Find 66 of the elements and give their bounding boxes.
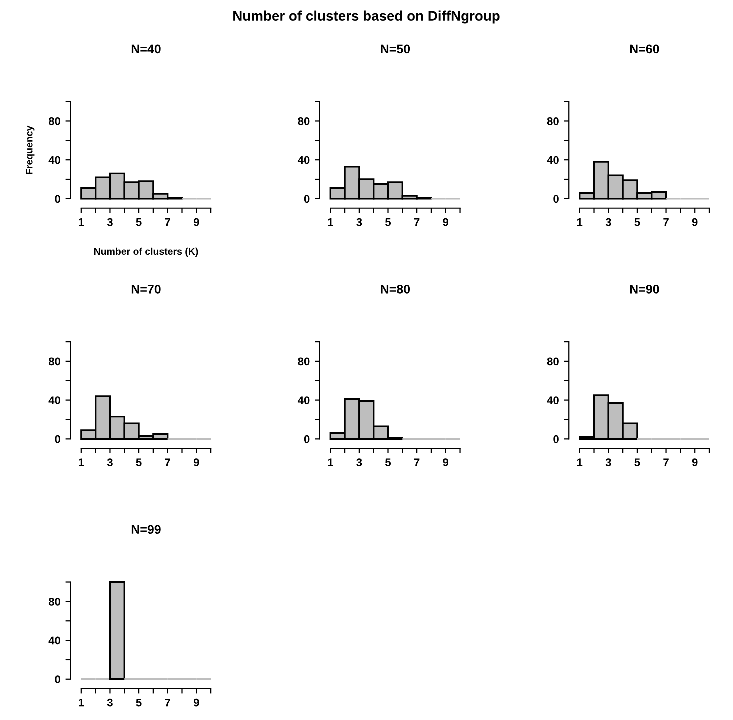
y-tick-label: 0 xyxy=(304,435,310,444)
x-tick-label: 7 xyxy=(165,458,170,466)
x-tick-label: 1 xyxy=(577,458,583,466)
y-tick-label: 80 xyxy=(547,358,559,366)
x-tick-label: 5 xyxy=(136,698,142,707)
x-tick-label: 9 xyxy=(443,218,449,226)
chart-title: N=50 xyxy=(381,44,410,54)
chart-title: N=40 xyxy=(132,44,161,54)
x-tick-label: 1 xyxy=(577,218,583,226)
x-tick-label: 3 xyxy=(107,458,113,467)
x-tick-label: 9 xyxy=(692,458,698,466)
chart-title: N=60 xyxy=(630,44,660,54)
x-tick-label: 1 xyxy=(79,698,84,707)
y-tick-label: 0 xyxy=(55,435,60,444)
y-tick-label: 80 xyxy=(547,118,559,126)
x-tick-label: 1 xyxy=(79,218,84,226)
y-tick-label: 40 xyxy=(48,156,60,164)
chart-title: N=90 xyxy=(630,284,660,294)
x-tick-label: 7 xyxy=(414,458,420,466)
chart-title: N=70 xyxy=(132,284,161,294)
y-tick-label: 0 xyxy=(55,195,60,204)
x-tick-label: 9 xyxy=(194,218,200,226)
x-tick-label: 5 xyxy=(634,458,640,466)
y-tick-label: 40 xyxy=(547,396,559,404)
x-tick-label: 3 xyxy=(606,218,612,226)
y-tick-label: 0 xyxy=(554,435,559,444)
x-tick-label: 5 xyxy=(386,218,392,226)
y-tick-label: 80 xyxy=(298,118,310,126)
y-tick-label: 80 xyxy=(48,358,60,366)
x-tick-label: 7 xyxy=(414,218,420,226)
x-axis-title: Number of clusters (K) xyxy=(94,248,198,257)
y-tick-label: 0 xyxy=(55,676,60,684)
x-tick-label: 5 xyxy=(634,218,640,226)
y-tick-label: 40 xyxy=(298,156,310,164)
x-tick-label: 1 xyxy=(79,458,84,466)
x-tick-label: 9 xyxy=(443,458,449,466)
x-tick-label: 7 xyxy=(664,458,669,466)
x-tick-label: 9 xyxy=(692,218,698,226)
y-tick-label: 0 xyxy=(304,195,310,204)
y-tick-label: 0 xyxy=(554,195,559,204)
y-tick-label: 40 xyxy=(48,396,60,404)
y-tick-label: 40 xyxy=(547,156,559,164)
x-tick-label: 1 xyxy=(328,458,334,466)
y-tick-label: 80 xyxy=(298,358,310,366)
y-tick-label: 40 xyxy=(298,396,310,404)
x-tick-label: 9 xyxy=(194,458,200,466)
x-tick-label: 9 xyxy=(194,698,200,707)
x-tick-label: 3 xyxy=(356,458,362,467)
x-tick-label: 3 xyxy=(356,218,362,226)
x-tick-label: 5 xyxy=(136,458,142,466)
x-tick-label: 7 xyxy=(165,698,170,707)
x-tick-label: 1 xyxy=(328,218,334,226)
chart-title: N=99 xyxy=(132,525,161,534)
x-tick-label: 7 xyxy=(165,218,170,226)
y-tick-label: 80 xyxy=(48,118,60,126)
x-tick-label: 3 xyxy=(606,458,612,467)
x-tick-label: 3 xyxy=(107,698,113,707)
y-tick-label: 80 xyxy=(48,598,60,606)
chart-title: N=80 xyxy=(381,284,410,294)
y-tick-label: 40 xyxy=(48,636,60,645)
x-tick-label: 5 xyxy=(136,218,142,226)
x-tick-label: 5 xyxy=(386,458,392,466)
x-tick-label: 3 xyxy=(107,218,113,226)
y-axis-title: Frequency xyxy=(26,126,35,174)
x-tick-label: 7 xyxy=(664,218,669,226)
text: Number of clusters based on DiffNgroup xyxy=(234,10,500,24)
